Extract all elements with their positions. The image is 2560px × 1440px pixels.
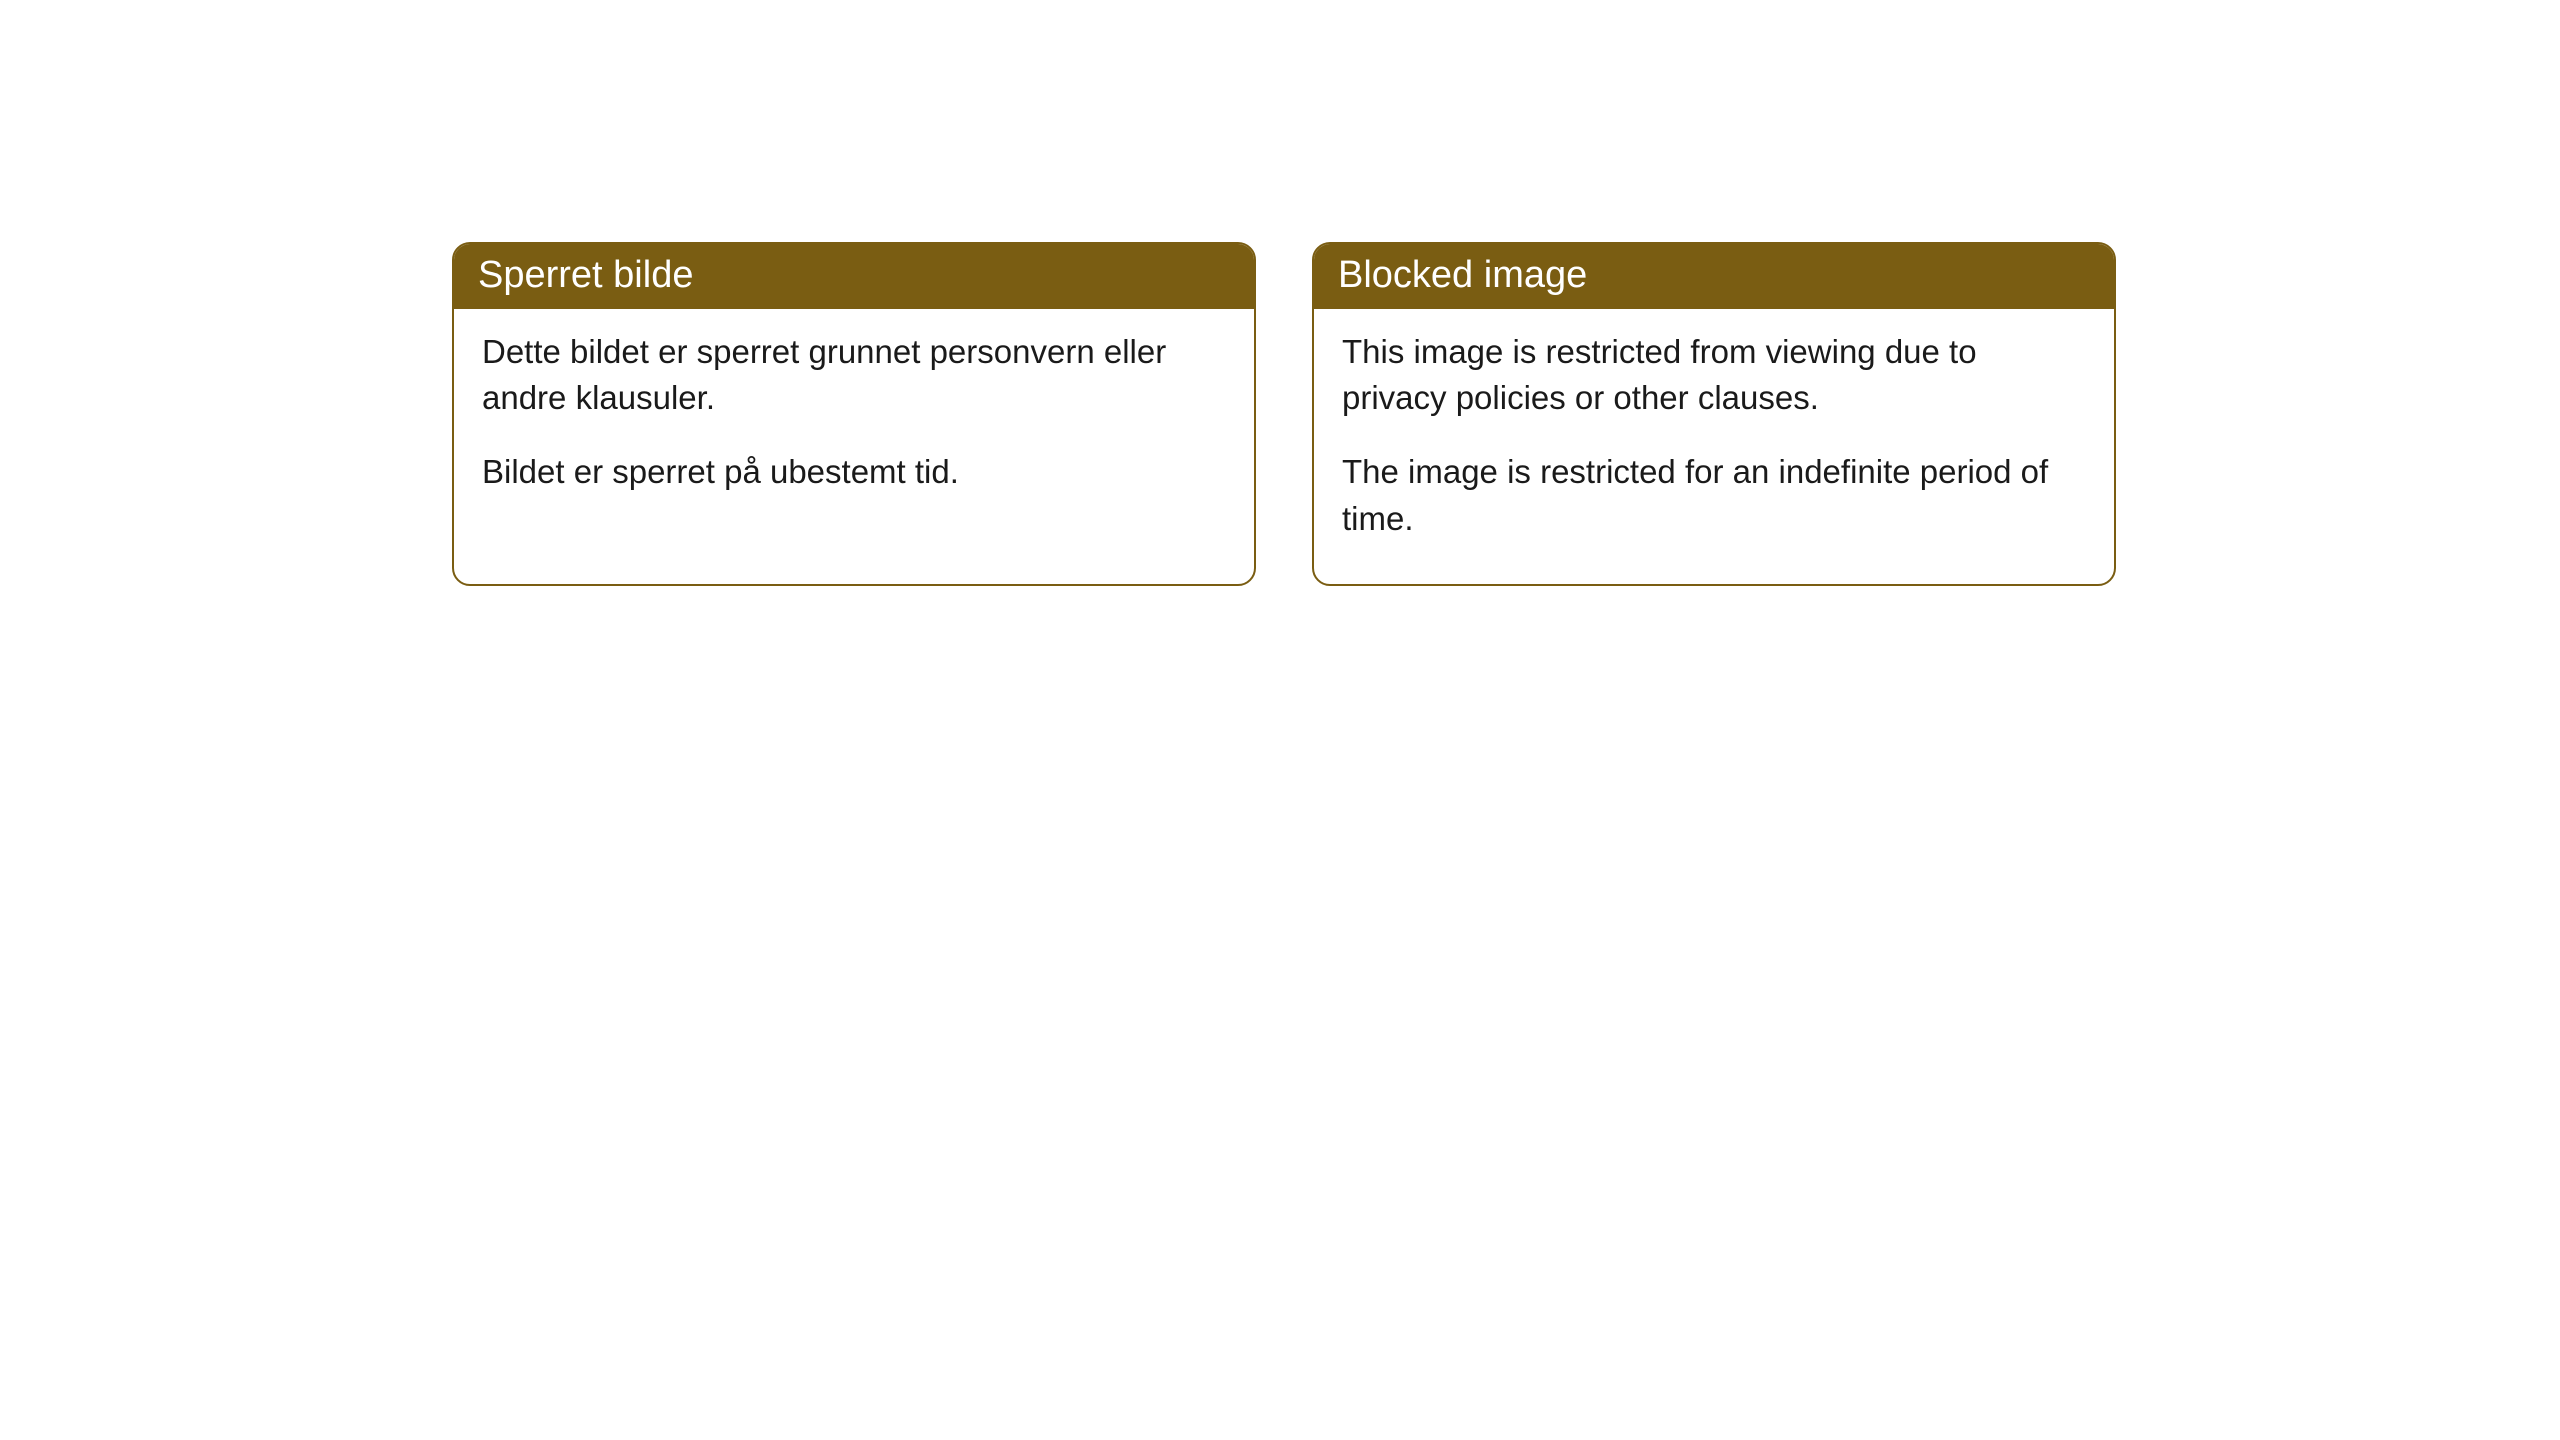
notice-cards-container: Sperret bilde Dette bildet er sperret gr…: [0, 0, 2560, 586]
card-header: Sperret bilde: [454, 244, 1254, 309]
card-body: Dette bildet er sperret grunnet personve…: [454, 309, 1254, 538]
notice-card-english: Blocked image This image is restricted f…: [1312, 242, 2116, 586]
card-paragraph: The image is restricted for an indefinit…: [1342, 449, 2086, 541]
card-paragraph: Bildet er sperret på ubestemt tid.: [482, 449, 1226, 495]
card-header: Blocked image: [1314, 244, 2114, 309]
card-body: This image is restricted from viewing du…: [1314, 309, 2114, 584]
card-paragraph: This image is restricted from viewing du…: [1342, 329, 2086, 421]
notice-card-norwegian: Sperret bilde Dette bildet er sperret gr…: [452, 242, 1256, 586]
card-paragraph: Dette bildet er sperret grunnet personve…: [482, 329, 1226, 421]
